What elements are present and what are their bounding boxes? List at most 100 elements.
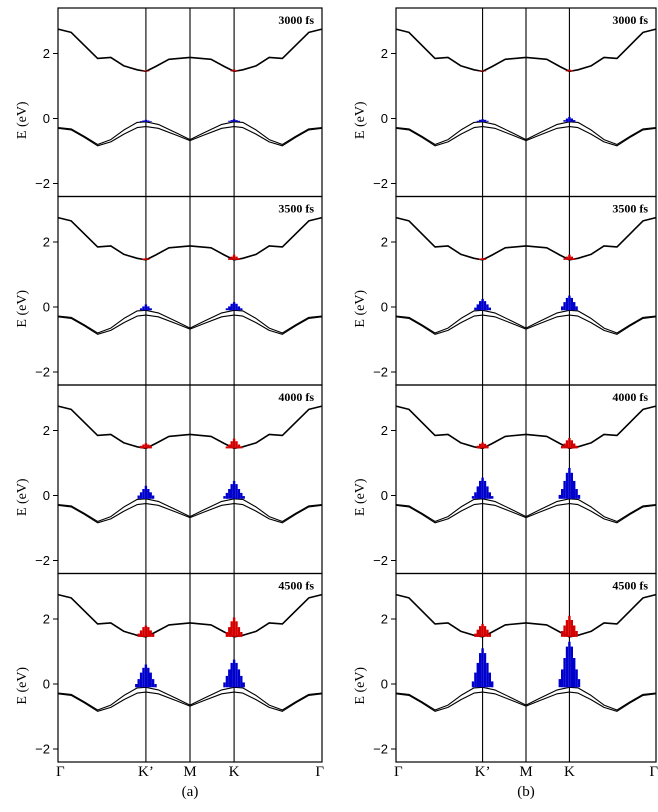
band-valence-lower	[57, 503, 323, 524]
hole-bar	[242, 682, 245, 688]
x-tick-label: Γ	[394, 764, 403, 780]
electron-bar	[486, 629, 489, 637]
hole-bar	[481, 298, 484, 311]
y-axis-label: E (eV)	[15, 478, 30, 516]
electron-bar	[147, 444, 150, 449]
electron-bar	[228, 258, 231, 260]
panel: −2 0 2 E (eV) 3000 fs	[353, 7, 657, 198]
hole-bar	[486, 304, 489, 311]
hole-bar	[575, 669, 578, 688]
y-tick-label: 0	[381, 677, 388, 692]
column-label: (b)	[517, 784, 535, 800]
electron-bar	[237, 444, 241, 449]
hole-bar	[481, 648, 484, 688]
hole-bar	[151, 495, 155, 499]
hole-bar	[491, 681, 494, 688]
hole-bar	[144, 119, 148, 122]
hole-bar	[149, 308, 152, 311]
hole-bar	[565, 472, 569, 499]
hole-bar	[223, 496, 226, 499]
band-conduction	[57, 405, 323, 450]
y-axis-label: E (eV)	[15, 290, 30, 328]
hole-bar	[137, 679, 140, 688]
band-valence-lower	[57, 126, 323, 147]
hole-bar	[242, 496, 245, 499]
y-tick-label: 2	[43, 46, 50, 61]
column-label: (a)	[182, 784, 199, 800]
electron-bar	[230, 441, 233, 449]
hole-bar	[139, 121, 143, 122]
y-tick-label: 0	[43, 488, 50, 503]
hole-bar	[568, 116, 571, 122]
time-label: 4000 fs	[278, 390, 314, 404]
hole-bar	[142, 489, 145, 499]
hole-bar	[240, 675, 243, 688]
electron-bar	[235, 621, 238, 637]
hole-bar	[575, 489, 578, 499]
electron-bar	[575, 445, 578, 449]
electron-bar	[568, 438, 571, 449]
hole-bar	[561, 306, 564, 311]
electron-bar	[142, 627, 145, 637]
hole-bar	[237, 489, 241, 499]
electron-bar	[240, 446, 243, 449]
electron-bar	[563, 258, 566, 260]
y-tick-label: −2	[35, 365, 50, 380]
column-b: −2 0 2 E (eV) 3000 fs −2 0 2 E (eV) 3500 fs −2 0 2 E …	[353, 7, 658, 800]
hole-bar	[568, 641, 571, 688]
electron-bar	[483, 443, 487, 449]
electron-bar	[561, 631, 564, 637]
electron-bar	[563, 443, 566, 449]
y-tick-label: −2	[35, 742, 50, 757]
hole-bar	[483, 653, 487, 688]
hole-bar	[471, 496, 475, 499]
electron-bar	[144, 443, 148, 449]
hole-bar	[147, 306, 150, 311]
band-conduction	[57, 593, 323, 638]
x-tick-label: Γ	[315, 764, 324, 780]
electron-bar	[488, 633, 491, 637]
x-tick-label: Γ	[649, 764, 658, 780]
hole-bar	[139, 492, 143, 499]
band-valence-lower	[395, 126, 657, 147]
y-tick-label: −2	[373, 553, 388, 568]
electron-bar	[483, 258, 487, 260]
hole-bar	[479, 119, 482, 122]
x-tick-label: K’	[475, 764, 491, 780]
electron-bar	[232, 69, 236, 72]
hole-bar	[235, 484, 238, 499]
y-axis-label: E (eV)	[353, 478, 368, 516]
electron-bar	[573, 258, 576, 260]
y-tick-label: −2	[373, 176, 388, 191]
electron-bar	[232, 254, 236, 260]
hole-bar	[144, 485, 148, 499]
electron-bar	[476, 445, 479, 449]
hole-bar	[471, 681, 475, 688]
hole-bar	[476, 662, 479, 688]
electron-bar	[144, 625, 148, 637]
time-label: 3500 fs	[612, 202, 648, 216]
hole-bar	[474, 307, 477, 311]
electron-bar	[474, 633, 477, 637]
electron-bar	[479, 258, 482, 260]
hole-bar	[149, 492, 152, 499]
hole-bar	[570, 472, 573, 499]
hole-bar	[228, 306, 231, 311]
electron-bar	[230, 621, 233, 637]
x-tick-label: M	[183, 764, 196, 780]
electron-bar	[144, 257, 148, 260]
hole-bar	[230, 303, 233, 311]
x-tick-label: K	[564, 764, 575, 780]
electron-bar	[237, 258, 241, 260]
electron-bar	[139, 630, 143, 637]
hole-bar	[240, 492, 243, 499]
electron-bar	[228, 444, 231, 449]
electron-bar	[573, 443, 576, 449]
hole-bar	[237, 669, 241, 688]
hole-bar	[570, 646, 573, 688]
electron-bar	[139, 445, 143, 449]
hole-bar	[139, 672, 143, 688]
hole-bar	[479, 653, 482, 688]
hole-bar	[479, 301, 482, 311]
